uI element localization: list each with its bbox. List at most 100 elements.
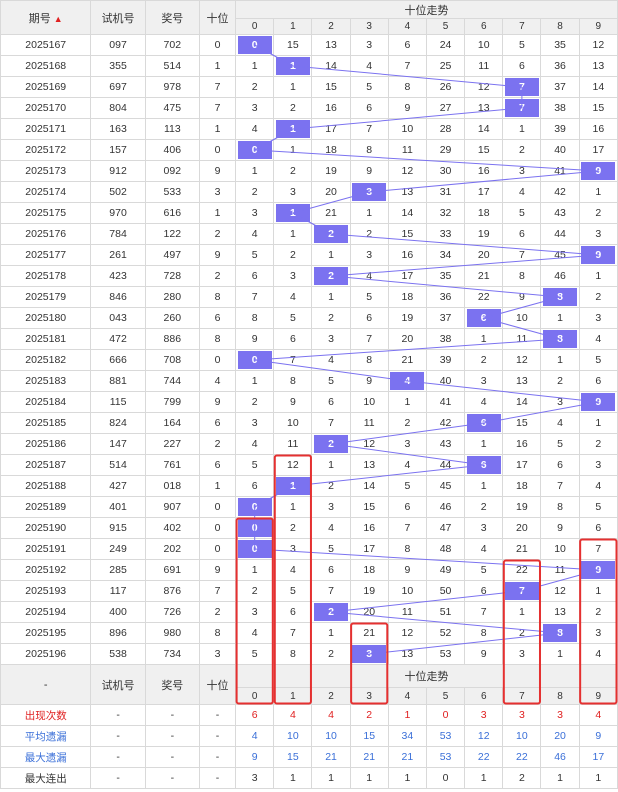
- table-row: 2025167 097 702 0 0 15 13 3 6 24 10 5 35 12: [0, 34, 618, 56]
- table-row: 2025173 912 092 9 1 2 19 9 12 30 16 3 41 9: [0, 160, 618, 182]
- stat-value: 21: [311, 746, 351, 768]
- footer-tens: 十位: [198, 664, 237, 705]
- period-header[interactable]: 期号 ▲: [0, 0, 92, 35]
- period-cell: 2025187: [0, 454, 92, 476]
- prize-cell: 616: [144, 202, 200, 224]
- trend-cell-4: 4: [387, 454, 427, 476]
- omission-value: 20: [325, 186, 337, 198]
- omission-value: 8: [366, 354, 373, 366]
- omission-value: 3: [595, 312, 602, 324]
- omission-value: 3: [366, 249, 373, 261]
- period-cell: 2025186: [0, 433, 92, 455]
- trend-cell-5: 45: [425, 475, 466, 497]
- omission-value: 9: [404, 564, 411, 576]
- omission-value: 1: [251, 60, 258, 72]
- trend-cell-0: 6: [235, 475, 275, 497]
- trend-cell-9: 4: [578, 475, 618, 497]
- trend-cell-9: 5: [578, 496, 618, 518]
- trend-cell-8: 46: [540, 265, 580, 287]
- stat-value: 1: [540, 767, 580, 789]
- trend-cell-1: 1: [273, 475, 313, 497]
- trend-cell-7: 14: [502, 391, 542, 413]
- hit-marker: 9: [581, 561, 616, 579]
- trend-cell-9: 6: [578, 517, 618, 539]
- omission-value: 43: [439, 438, 452, 450]
- hit-marker: 7: [504, 78, 539, 96]
- trial-cell: 472: [90, 328, 146, 350]
- table-row: 2025179 846 280 8 7 4 1 5 18 36 22 9 8 2: [0, 286, 618, 308]
- trend-cell-6: 18: [464, 202, 504, 224]
- trial-cell: 423: [90, 265, 146, 287]
- tens-cell: 3: [198, 181, 237, 203]
- trend-cell-7: 8: [502, 265, 542, 287]
- trend-cell-2: 2: [311, 223, 351, 245]
- sort-arrow-icon[interactable]: ▲: [53, 13, 63, 24]
- tens-cell: 2: [198, 265, 237, 287]
- hit-marker: 0: [237, 351, 272, 369]
- trend-cell-7: 7: [502, 76, 542, 98]
- trend-cell-3: 12: [349, 433, 389, 455]
- trend-cell-2: 15: [311, 76, 351, 98]
- omission-value: 1: [289, 501, 296, 513]
- omission-value: 27: [439, 102, 452, 114]
- table-row: 2025191 249 202 0 0 3 5 17 8 48 4 21 10 7: [0, 538, 618, 560]
- trend-cell-1: 1: [273, 496, 313, 518]
- trend-cell-7: 3: [502, 160, 542, 182]
- omission-value: 24: [439, 39, 452, 51]
- trend-cell-9: 12: [578, 34, 618, 56]
- omission-value: 15: [363, 501, 376, 513]
- omission-value: 2: [366, 228, 373, 240]
- hit-marker: 3: [352, 645, 387, 663]
- trend-cell-9: 4: [578, 328, 618, 350]
- hit-marker: 2: [314, 225, 349, 243]
- trend-cell-3: 6: [349, 97, 389, 119]
- omission-value: 3: [480, 522, 487, 534]
- prize-cell: 406: [144, 139, 200, 161]
- trend-cell-3: 19: [349, 580, 389, 602]
- stat-value: 53: [425, 746, 466, 768]
- table-row: 2025192 285 691 9 1 4 6 18 9 49 5 22 11 9: [0, 559, 618, 581]
- hit-marker: 4: [390, 372, 425, 390]
- trial-cell: 697: [90, 76, 146, 98]
- omission-value: 6: [289, 333, 296, 345]
- trend-cell-8: 8: [540, 328, 580, 350]
- trend-cell-2: 18: [311, 139, 351, 161]
- prize-header: 奖号: [144, 0, 200, 35]
- table-row: 2025196 538 734 3 5 8 2 3 13 53 9 3 1 4: [0, 643, 618, 665]
- trend-cell-9: 5: [578, 349, 618, 371]
- table-row: 2025175 970 616 1 3 1 21 1 14 32 18 5 43 2: [0, 202, 618, 224]
- trend-cell-7: 17: [502, 454, 542, 476]
- omission-value: 2: [251, 585, 258, 597]
- prize-cell: 886: [144, 328, 200, 350]
- hit-marker: 6: [466, 414, 501, 432]
- stat-value: 2: [349, 704, 389, 726]
- omission-value: 12: [592, 39, 605, 51]
- trend-cell-0: 1: [235, 160, 275, 182]
- omission-value: 2: [328, 312, 334, 324]
- omission-value: 4: [328, 354, 334, 366]
- omission-value: 9: [518, 291, 525, 303]
- omission-value: 2: [289, 102, 296, 114]
- trend-cell-6: 4: [464, 391, 504, 413]
- hit-marker: 8: [543, 624, 578, 642]
- omission-value: 3: [557, 396, 563, 408]
- trend-cell-4: 10: [387, 118, 427, 140]
- tens-cell: 1: [198, 202, 237, 224]
- tens-cell: 9: [198, 559, 237, 581]
- trial-cell: 970: [90, 202, 146, 224]
- omission-value: 47: [439, 522, 452, 534]
- footer-digit-7: 7: [502, 687, 542, 705]
- trend-cell-5: 50: [425, 580, 466, 602]
- trial-cell: 514: [90, 454, 146, 476]
- omission-value: 18: [516, 480, 528, 492]
- tens-cell: 0: [198, 34, 237, 56]
- trend-cell-0: 0: [235, 349, 275, 371]
- trend-cell-5: 26: [425, 76, 466, 98]
- stat-value: 17: [578, 746, 618, 768]
- trend-cell-6: 6: [464, 580, 504, 602]
- trend-cell-2: 5: [311, 370, 351, 392]
- omission-value: 6: [480, 585, 487, 597]
- stat-value: 34: [387, 725, 427, 747]
- omission-value: 3: [289, 543, 296, 555]
